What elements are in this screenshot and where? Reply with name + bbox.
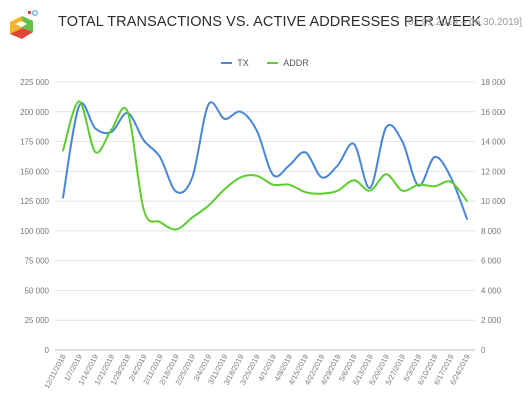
legend-swatch-addr xyxy=(267,62,279,64)
chart-title: TOTAL TRANSACTIONS VS. ACTIVE ADDRESSES … xyxy=(58,14,482,30)
date-range-label: [01.01.2019 – 06.30.2019] xyxy=(405,17,522,28)
y-left-tick-label: 50 000 xyxy=(25,286,50,295)
series-line-addr xyxy=(62,100,468,231)
y-left-tick-label: 25 000 xyxy=(25,316,50,325)
y-left-tick-label: 0 xyxy=(45,346,50,355)
y-left-tick-label: 200 000 xyxy=(20,108,49,117)
x-tick-label: 12/31/2018 xyxy=(42,353,68,390)
y-left-tick-label: 225 000 xyxy=(20,78,49,87)
legend-label-addr: ADDR xyxy=(283,58,309,68)
y-right-tick-label: 14 000 xyxy=(481,138,506,147)
brand-logo xyxy=(6,8,40,42)
y-left-tick-label: 175 000 xyxy=(20,138,49,147)
y-right-tick-label: 4 000 xyxy=(481,286,502,295)
y-right-tick-label: 16 000 xyxy=(481,108,506,117)
y-right-tick-label: 12 000 xyxy=(481,167,506,176)
y-right-tick-label: 8 000 xyxy=(481,227,502,236)
y-right-tick-label: 2 000 xyxy=(481,316,502,325)
y-right-tick-label: 18 000 xyxy=(481,78,506,87)
chart-legend: TX ADDR xyxy=(0,56,530,68)
y-right-tick-label: 0 xyxy=(481,346,486,355)
y-left-tick-label: 75 000 xyxy=(25,257,50,266)
legend-item-tx: TX xyxy=(221,58,249,68)
y-left-tick-label: 150 000 xyxy=(20,167,49,176)
y-left-tick-label: 100 000 xyxy=(20,227,49,236)
legend-item-addr: ADDR xyxy=(267,58,309,68)
y-right-tick-label: 10 000 xyxy=(481,197,506,206)
multicolor-cube-logo-icon xyxy=(10,10,38,39)
legend-swatch-tx xyxy=(221,62,233,64)
legend-label-tx: TX xyxy=(237,58,249,68)
y-left-tick-label: 125 000 xyxy=(20,197,49,206)
y-right-tick-label: 6 000 xyxy=(481,257,502,266)
